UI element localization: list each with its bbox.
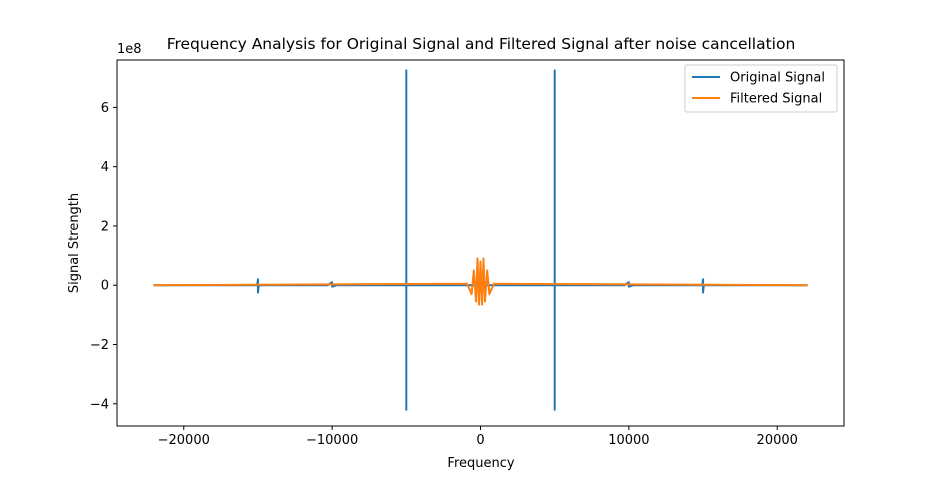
legend-box — [684, 64, 838, 113]
y-tick-label: −2 — [90, 338, 109, 353]
x-axis: −20000 −10000 0 10000 20000 — [158, 426, 798, 448]
y-tick-label: 6 — [101, 101, 109, 116]
axes-frame — [116, 59, 845, 427]
plot-area — [153, 69, 808, 411]
y-tick-label: 2 — [101, 219, 109, 234]
y-axis-label: Signal Strength — [67, 193, 82, 293]
y-tick-label: 0 — [101, 279, 109, 294]
legend-label-0: Original Signal — [730, 71, 825, 86]
x-tick-label: 10000 — [608, 433, 649, 448]
y-tick-label: −4 — [90, 397, 109, 412]
x-tick-label: 20000 — [757, 433, 798, 448]
legend-label-1: Filtered Signal — [730, 92, 822, 107]
x-tick-label: 0 — [476, 433, 484, 448]
series-line-0 — [153, 69, 808, 411]
legend: Original Signal Filtered Signal — [684, 64, 838, 113]
y-tick-label: 4 — [101, 160, 109, 175]
chart-title: Frequency Analysis for Original Signal a… — [167, 35, 796, 53]
x-tick-label: −10000 — [306, 433, 358, 448]
y-offset-label: 1e8 — [117, 42, 142, 57]
series-line-1 — [153, 257, 808, 306]
x-axis-label: Frequency — [447, 456, 514, 471]
x-tick-label: −20000 — [158, 433, 210, 448]
y-axis: −4 −2 0 2 4 6 — [90, 101, 117, 412]
